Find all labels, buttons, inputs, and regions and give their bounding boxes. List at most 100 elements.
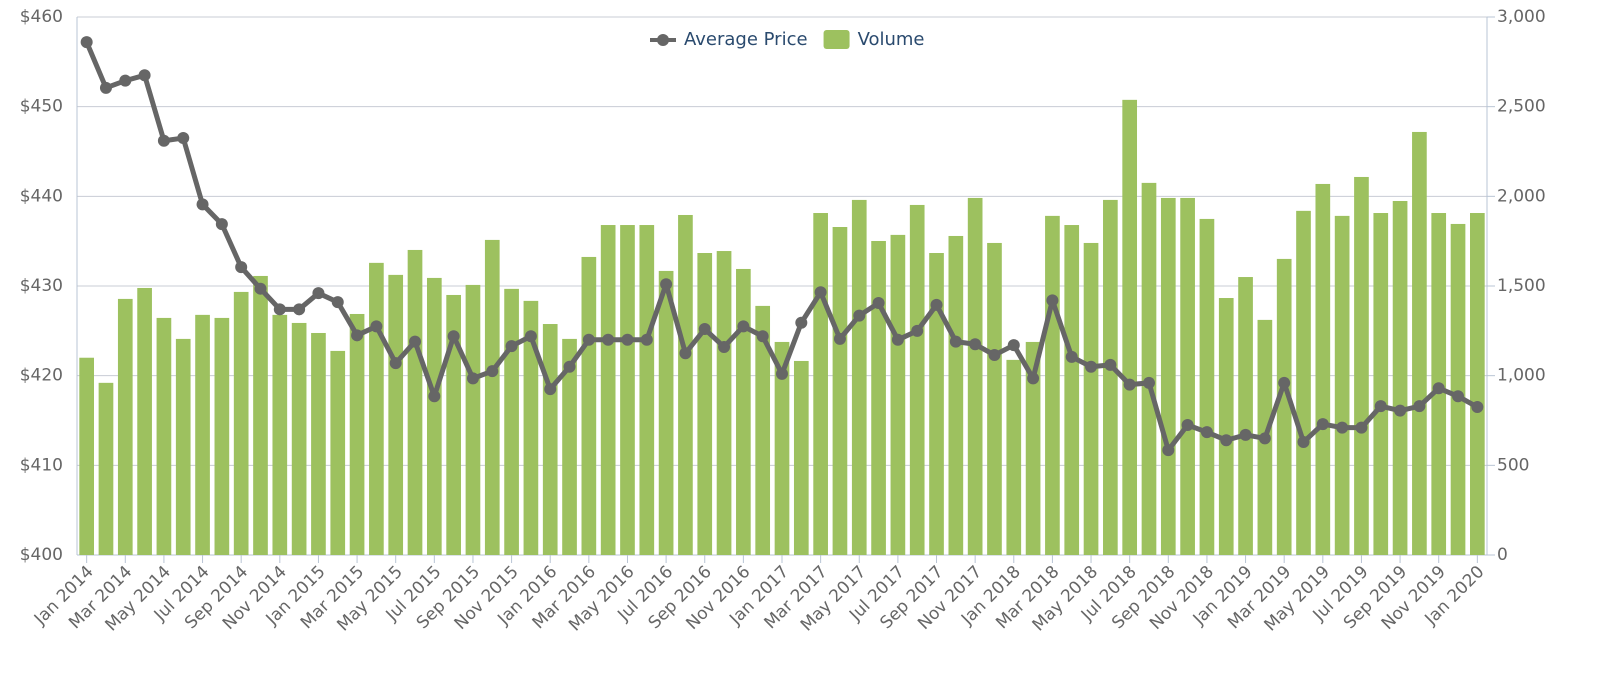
bar [1315,183,1331,555]
bar [1218,298,1234,555]
bar [1392,200,1408,555]
y-tick-label: $460 [20,7,63,27]
bar [1470,213,1485,555]
marker [389,357,402,370]
marker [447,330,460,343]
bar [1450,223,1466,555]
marker [544,383,557,396]
bar [1180,197,1195,555]
bar [774,341,790,555]
marker [196,198,209,211]
marker [949,335,962,348]
marker [312,287,325,300]
marker [1374,400,1387,413]
bar [388,274,404,555]
legend-swatch [823,30,850,49]
bar [909,204,925,555]
bar [504,288,519,555]
bar [1025,341,1041,555]
marker [756,330,769,343]
marker [988,349,1001,362]
bar [1296,210,1311,556]
bar [813,213,828,555]
bar [407,249,423,556]
bar [1045,215,1060,555]
marker [1413,400,1426,413]
bar [736,268,751,555]
marker [891,333,904,346]
marker [1007,339,1020,352]
marker [1085,360,1098,373]
bar [156,317,172,555]
bar [639,225,655,555]
y-tick-label: $400 [20,545,63,565]
bar [600,225,616,555]
bar [1373,213,1389,555]
marker [1239,428,1252,441]
marker [1200,426,1213,439]
marker [833,332,846,345]
y2-tick-label: 3,000 [1497,7,1546,27]
bar [291,322,307,555]
marker [235,261,248,274]
bar [1334,215,1350,555]
y2-tick-label: 2,500 [1497,97,1546,117]
marker [969,338,982,351]
marker [1046,294,1059,307]
y-tick-label: $440 [20,186,63,206]
bar [484,239,500,556]
marker [737,320,750,333]
bar [967,197,983,555]
marker [563,360,576,373]
bar [523,300,539,555]
bar [1412,131,1427,555]
marker [1123,378,1136,391]
legend-marker [657,34,669,46]
marker [1065,350,1078,363]
bar [253,275,268,555]
bar [233,291,249,555]
bar [832,226,848,555]
marker [582,333,595,346]
bar [929,253,944,555]
bar [1083,242,1099,555]
bar [79,357,94,555]
y2-tick-label: 1,000 [1497,366,1546,386]
bar [562,338,577,555]
bar [948,235,964,555]
marker [911,324,924,337]
marker [80,36,93,49]
bar [272,314,288,555]
marker [1394,404,1407,417]
y-tick-label: $430 [20,276,63,296]
legend-label: Average Price [684,29,808,50]
legend-label: Volume [858,29,925,50]
bar [98,382,114,555]
marker [1027,372,1040,385]
bar [465,284,481,555]
bar [1141,182,1157,555]
bar [890,234,906,555]
marker [1278,376,1291,389]
bar [581,256,597,555]
bar [716,251,732,555]
marker [679,347,692,360]
bar [137,287,152,555]
marker [1258,432,1271,445]
bar [620,225,635,555]
marker [814,286,827,299]
marker [698,323,711,336]
marker [1316,418,1329,431]
bar [1238,277,1253,555]
marker [486,365,499,378]
y-tick-label: $410 [20,455,63,475]
marker [1336,421,1349,434]
bar [755,305,771,555]
marker [776,367,788,380]
bar [871,240,886,555]
bar [349,313,365,555]
marker [273,303,286,316]
bar [658,270,674,555]
bar [117,298,133,555]
